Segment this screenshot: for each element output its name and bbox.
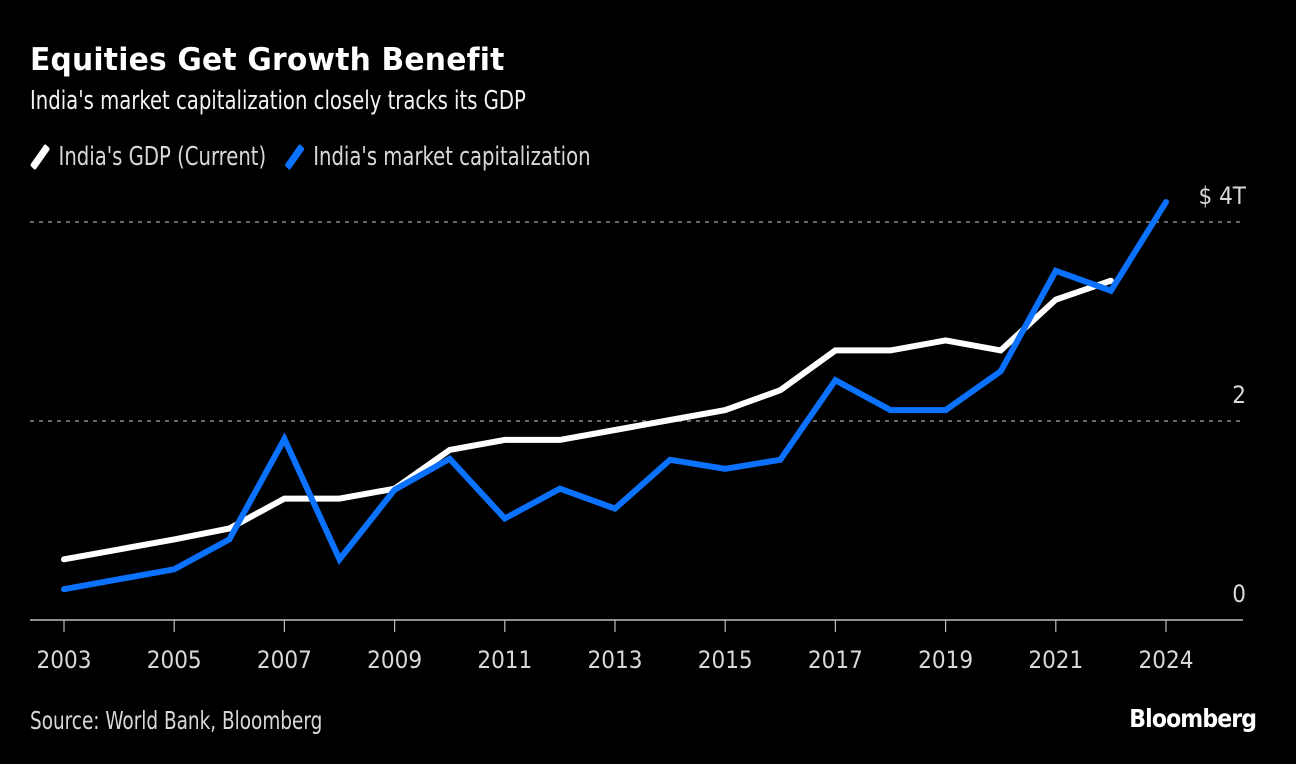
legend-item-market-cap: India's market capitalization (284, 142, 591, 172)
bloomberg-logo: Bloomberg (1129, 704, 1257, 733)
y-tick-label: 0 (1232, 580, 1246, 608)
x-tick-label: 2024 (1139, 646, 1194, 674)
x-tick-label: 2011 (477, 646, 532, 674)
y-tick-label: 2 (1232, 381, 1246, 409)
x-tick-label: 2019 (918, 646, 973, 674)
x-tick-label: 2007 (257, 646, 312, 674)
chart-title: Equities Get Growth Benefit (30, 42, 505, 78)
legend-label-gdp: India's GDP (Current) (58, 142, 267, 172)
x-tick-label: 2017 (808, 646, 863, 674)
source-note: Source: World Bank, Bloomberg (30, 706, 323, 735)
x-tick-label: 2003 (37, 646, 92, 674)
market-cap-line (61, 199, 1169, 593)
x-tick-label: 2015 (698, 646, 753, 674)
x-tick-label: 2013 (588, 646, 643, 674)
legend-label-market-cap: India's market capitalization (313, 142, 591, 172)
gdp-line (61, 277, 1114, 563)
legend-item-gdp: India's GDP (Current) (29, 142, 267, 172)
chart-subtitle: India's market capitalization closely tr… (30, 86, 526, 116)
legend: India's GDP (Current) India's market cap… (29, 142, 609, 172)
x-tick-label: 2009 (367, 646, 422, 674)
x-tick-label: 2021 (1028, 646, 1083, 674)
y-tick-label: $ 4T (1198, 182, 1246, 210)
x-tick-label: 2005 (147, 646, 202, 674)
